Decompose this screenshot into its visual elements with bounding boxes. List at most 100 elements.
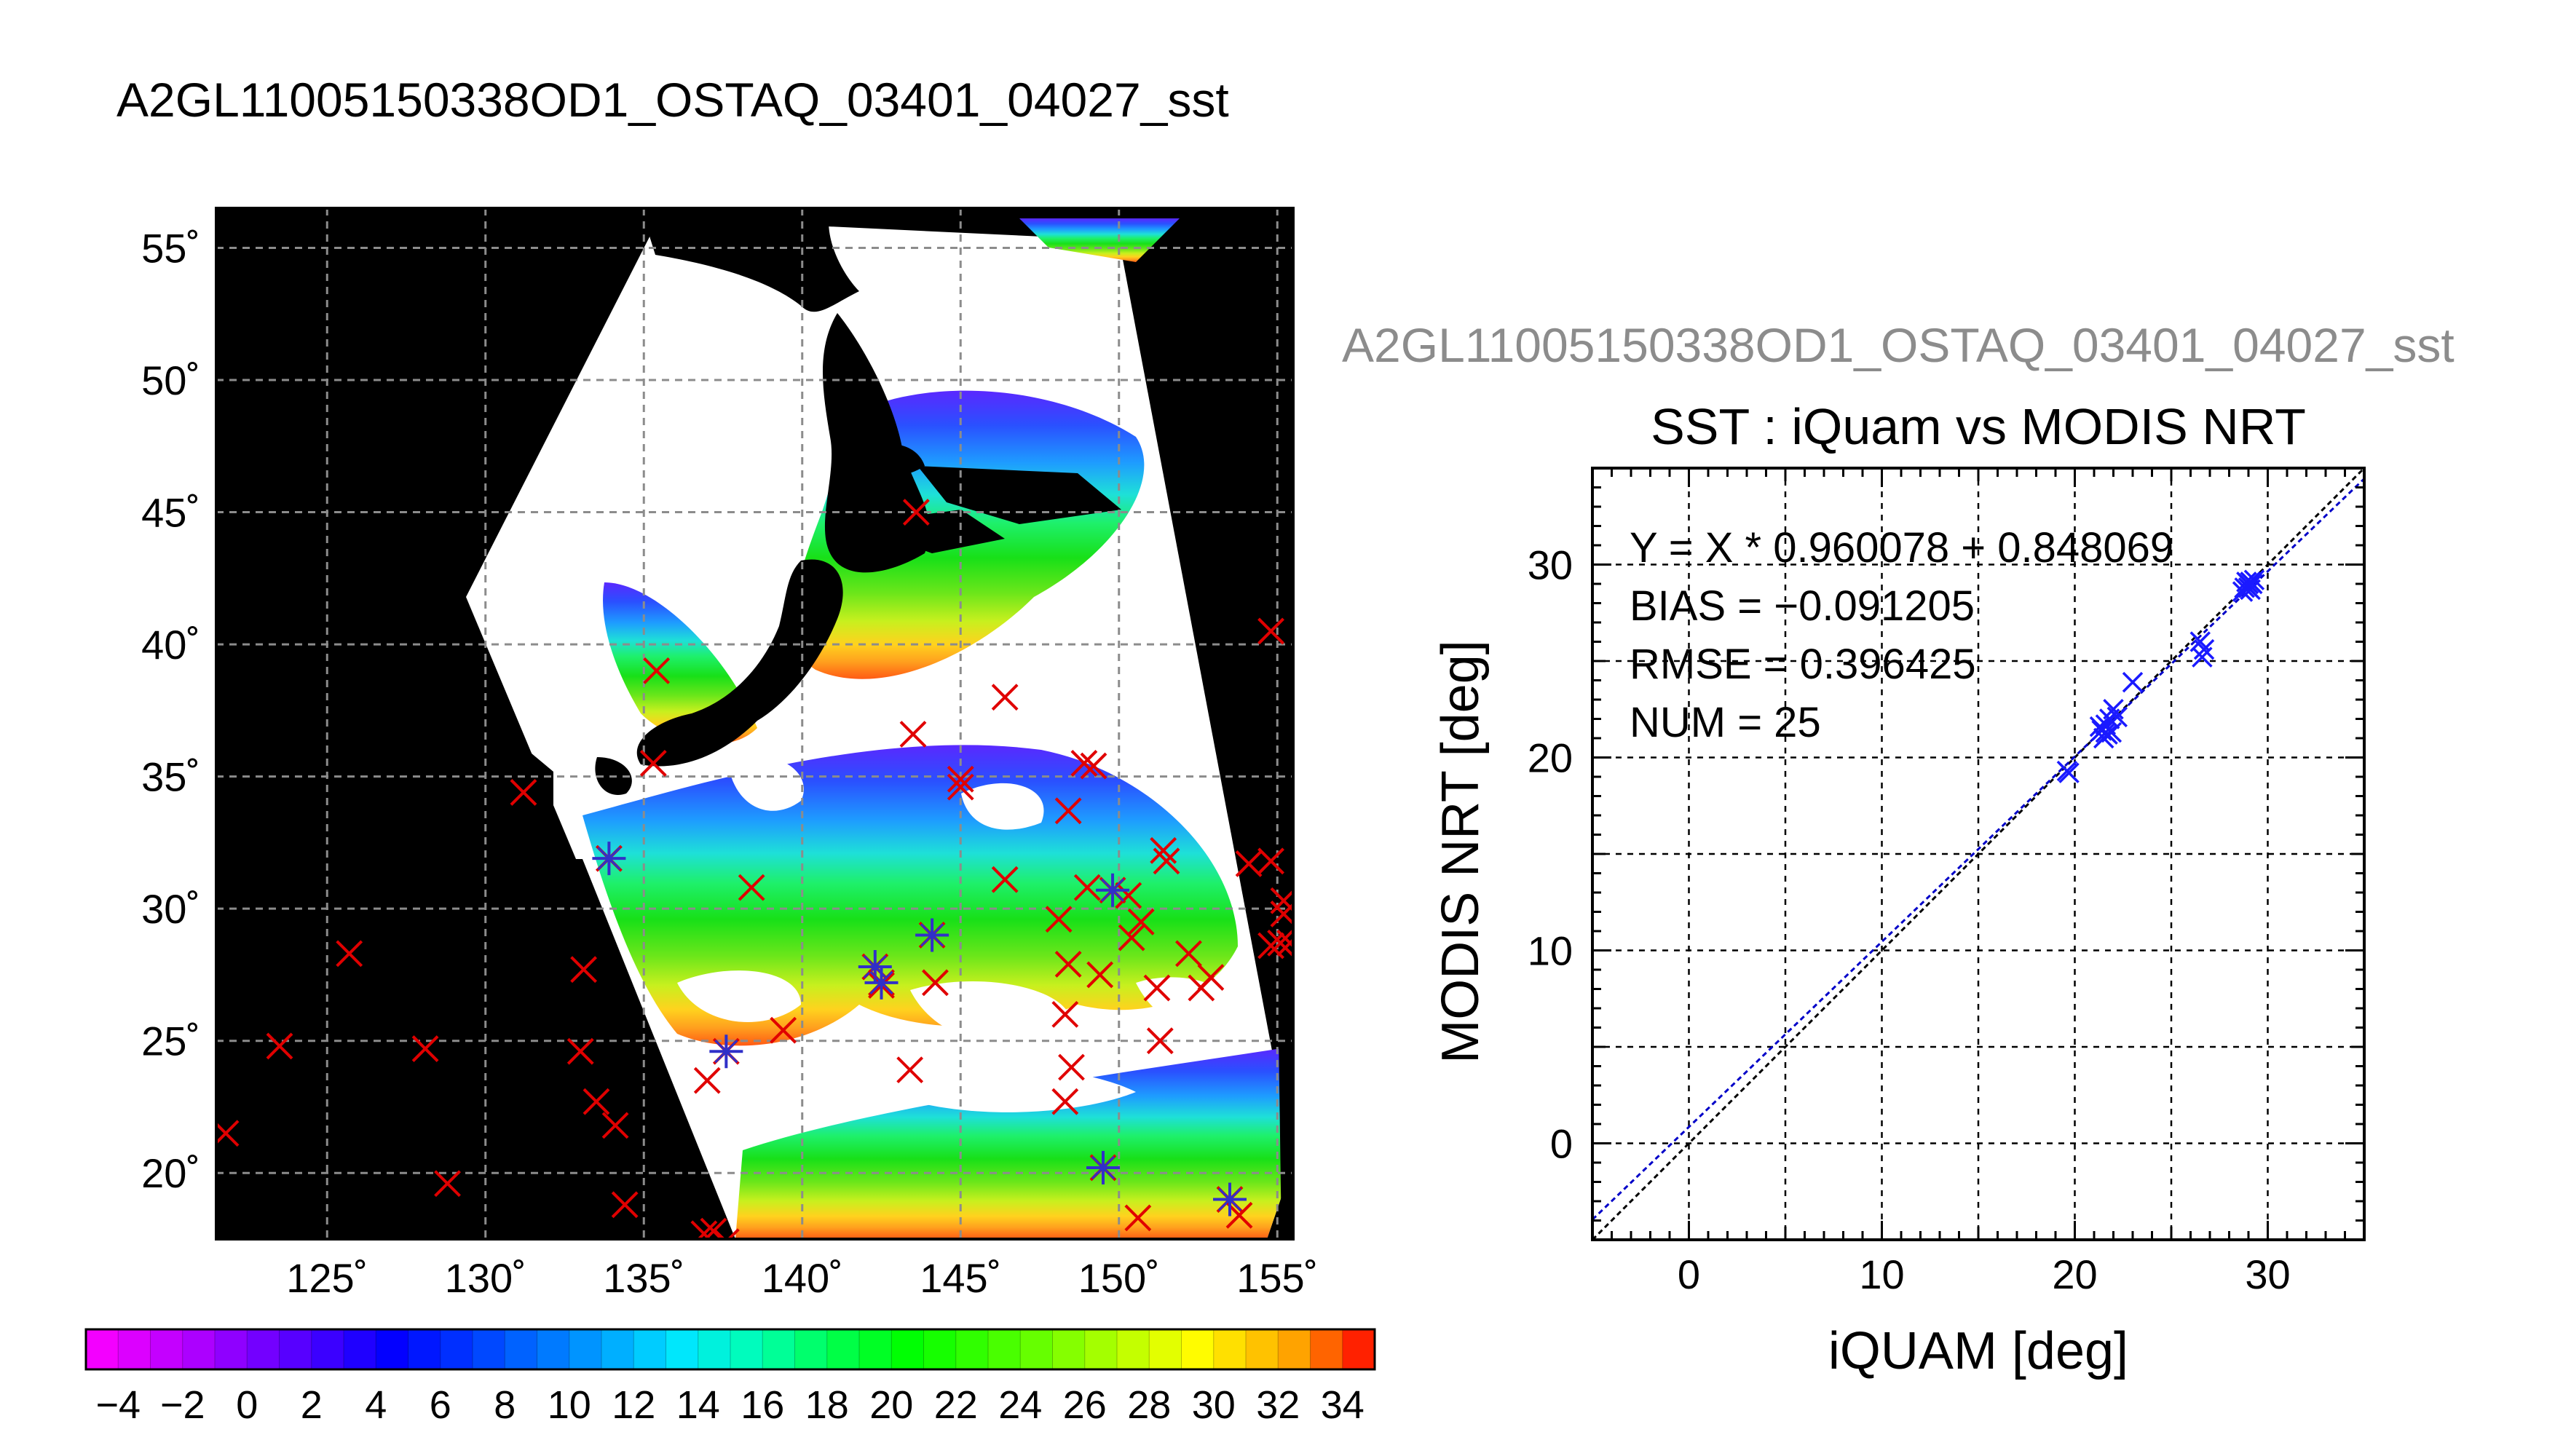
- colorbar-cell: [923, 1329, 957, 1369]
- colorbar-cell: [408, 1329, 441, 1369]
- red-x-marker: [643, 657, 671, 684]
- red-x-marker: [1051, 1000, 1079, 1028]
- scatter-plot: A2GL11005150338OD1_OSTAQ_03401_04027_sst…: [1342, 318, 2455, 1380]
- colorbar-tick-label: 6: [430, 1383, 451, 1427]
- colorbar-tick-label: 32: [1256, 1383, 1300, 1427]
- figure-title: A2GL11005150338OD1_OSTAQ_03401_04027_sst: [117, 73, 1229, 127]
- colorbar-cell: [215, 1329, 248, 1369]
- map-y-tick-label: 40˚: [141, 622, 200, 668]
- scatter-y-tick-label: 10: [1528, 928, 1573, 974]
- red-x-marker: [1118, 924, 1145, 951]
- scatter-point: [2122, 671, 2144, 693]
- map-markers: [216, 499, 1293, 1239]
- colorbar-cell: [1246, 1329, 1279, 1369]
- colorbar-cell: [86, 1329, 119, 1369]
- red-x-marker: [902, 499, 930, 526]
- map-frame: [215, 207, 1295, 1241]
- map-x-tick-label: 125˚: [286, 1255, 368, 1301]
- colorbar-tick-label: 20: [869, 1383, 913, 1427]
- colorbar-cell: [1310, 1329, 1343, 1369]
- colorbar-cell: [311, 1329, 344, 1369]
- red-x-marker: [1080, 752, 1107, 780]
- colorbar-cell: [279, 1329, 312, 1369]
- colorbar-cell: [376, 1329, 408, 1369]
- colorbar-cell: [666, 1329, 699, 1369]
- red-x-marker: [566, 1037, 594, 1065]
- red-x-marker: [434, 1170, 461, 1198]
- colorbar-cell: [698, 1329, 731, 1369]
- map-x-tick-label: 135˚: [603, 1255, 684, 1301]
- map-y-ticks: 20˚ 25˚ 30˚ 35˚ 40˚ 45˚ 50˚ 55˚: [141, 225, 200, 1196]
- map-x-ticks: 125˚ 130˚ 135˚ 140˚ 145˚ 150˚ 155˚: [286, 1255, 1318, 1301]
- blue-star-marker: [1213, 1182, 1247, 1216]
- map-x-tick-label: 130˚: [445, 1255, 526, 1301]
- scatter-point: [2193, 638, 2215, 660]
- red-x-marker: [639, 750, 667, 777]
- scatter-point: [2242, 573, 2263, 595]
- blue-star-marker: [864, 965, 899, 1000]
- colorbar-cell: [440, 1329, 473, 1369]
- scatter-points: [2056, 569, 2265, 783]
- red-x-marker: [570, 956, 598, 984]
- red-x-marker: [991, 866, 1019, 893]
- red-x-marker: [336, 940, 363, 968]
- map-y-tick-label: 20˚: [141, 1150, 200, 1196]
- colorbar-cell: [537, 1329, 570, 1369]
- colorbar-tick-label: 10: [548, 1383, 591, 1427]
- regression-line: [1592, 478, 2364, 1221]
- colorbar-cell: [1117, 1329, 1150, 1369]
- colorbar-cell: [118, 1329, 151, 1369]
- red-x-marker: [1045, 906, 1073, 933]
- sst-map: 125˚ 130˚ 135˚ 140˚ 145˚ 150˚ 155˚ 20˚ 25˚ 30˚ 35…: [141, 207, 1318, 1301]
- scatter-frame: [1591, 467, 2366, 1241]
- colorbar-cell: [505, 1329, 537, 1369]
- scatter-y-tick-label: 30: [1528, 542, 1573, 588]
- colorbar-tick-label: 28: [1127, 1383, 1171, 1427]
- colorbar-cell: [1084, 1329, 1118, 1369]
- map-y-tick-label: 55˚: [141, 225, 200, 271]
- scatter-title: SST : iQuam vs MODIS NRT: [1651, 398, 2306, 455]
- red-x-marker: [1143, 974, 1171, 1002]
- map-grid: [216, 208, 1293, 1239]
- y-axis-label: MODIS NRT [deg]: [1431, 640, 1490, 1064]
- red-x-marker: [1153, 847, 1180, 875]
- red-x-marker: [1073, 874, 1101, 901]
- red-x-marker: [411, 1035, 439, 1062]
- red-x-marker: [1127, 908, 1155, 935]
- colorbar-cell: [1342, 1329, 1375, 1369]
- blue-star-marker: [915, 918, 949, 952]
- red-x-marker: [896, 1056, 924, 1084]
- colorbar-cell: [826, 1329, 860, 1369]
- scatter-x-tick-label: 10: [1859, 1251, 1904, 1297]
- red-x-marker: [1146, 1027, 1174, 1055]
- colorbar-tick-label: −4: [95, 1383, 141, 1427]
- red-x-marker: [770, 1016, 797, 1044]
- scatter-y-ticks: 0 10 20 30: [1528, 542, 1573, 1167]
- red-x-marker: [266, 1032, 293, 1060]
- blue-star-marker: [1086, 1150, 1120, 1184]
- colorbar-tick-label: 34: [1321, 1383, 1365, 1427]
- scatter-point: [2106, 706, 2128, 728]
- stats-line: BIAS = −0.091205: [1630, 582, 1975, 630]
- colorbar-tick-label: −2: [160, 1383, 205, 1427]
- map-y-tick-label: 45˚: [141, 490, 200, 536]
- map-x-tick-label: 140˚: [762, 1255, 843, 1301]
- colorbar-tick-label: 18: [805, 1383, 849, 1427]
- colorbar-frame: [84, 1328, 1376, 1371]
- scatter-y-tick-label: 0: [1550, 1121, 1573, 1167]
- red-x-marker: [922, 969, 949, 997]
- red-x-marker: [1070, 750, 1098, 777]
- colorbar-cell: [891, 1329, 924, 1369]
- map-y-tick-label: 50˚: [141, 357, 200, 403]
- scatter-x-tick-label: 20: [2052, 1251, 2097, 1297]
- stats-line: RMSE = 0.396425: [1630, 641, 1976, 688]
- colorbar: −4 −2 0 2 4 6 8 10 12 14 16 18 20 22 24 26 28 30 32 34: [84, 1328, 1376, 1427]
- colorbar-tick-label: 0: [236, 1383, 258, 1427]
- blue-star-marker: [709, 1034, 743, 1069]
- red-x-marker: [947, 765, 974, 793]
- colorbar-cell: [1020, 1329, 1053, 1369]
- red-x-marker: [1257, 617, 1284, 645]
- colorbar-tick-label: 12: [612, 1383, 655, 1427]
- red-x-marker: [1054, 950, 1082, 978]
